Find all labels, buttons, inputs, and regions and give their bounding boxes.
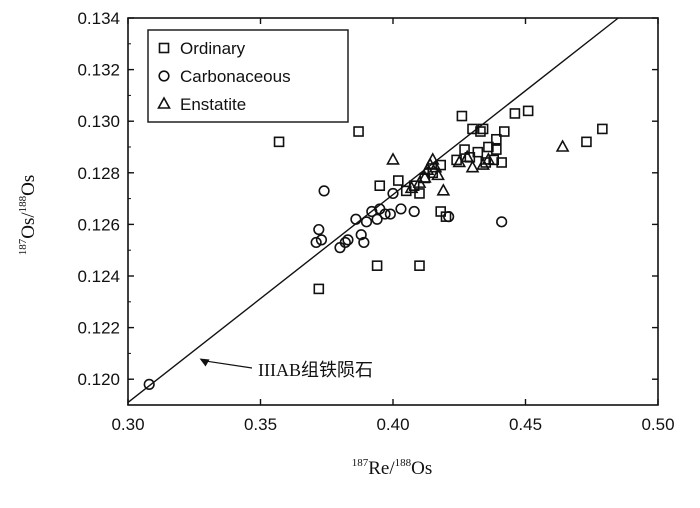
point-carbonaceous bbox=[350, 213, 362, 225]
point-ordinary bbox=[483, 141, 494, 153]
point-carbonaceous bbox=[443, 211, 455, 223]
legend-label-ordinary: Ordinary bbox=[180, 39, 246, 58]
y-tick-label: 0.130 bbox=[77, 112, 120, 131]
reference-line-group: IIIAB组铁陨石 bbox=[127, 17, 619, 403]
legend-label-carbonaceous: Carbonaceous bbox=[180, 67, 291, 86]
point-ordinary bbox=[371, 260, 383, 271]
point-carbonaceous bbox=[315, 234, 328, 246]
x-tick-label: 0.35 bbox=[244, 415, 277, 434]
y-tick-label: 0.134 bbox=[77, 9, 120, 28]
point-ordinary bbox=[509, 108, 521, 119]
y-tick-label: 0.120 bbox=[77, 370, 120, 389]
y-tick-label: 0.122 bbox=[77, 319, 120, 338]
point-ordinary bbox=[313, 283, 325, 295]
x-axis: 0.30 0.35 0.40 0.45 0.50 bbox=[111, 18, 675, 434]
point-carbonaceous bbox=[496, 216, 508, 228]
point-ordinary bbox=[435, 159, 447, 171]
reference-line-label: IIIAB组铁陨石 bbox=[258, 360, 373, 380]
point-enstatite bbox=[465, 159, 480, 173]
point-enstatite bbox=[428, 159, 443, 173]
point-ordinary bbox=[597, 123, 608, 135]
point-ordinary bbox=[472, 146, 484, 158]
point-carbonaceous bbox=[310, 236, 322, 249]
point-carbonaceous bbox=[360, 216, 373, 228]
annotation-leader bbox=[202, 359, 253, 369]
point-carbonaceous bbox=[355, 229, 367, 241]
point-carbonaceous bbox=[371, 213, 383, 225]
point-ordinary bbox=[498, 126, 510, 137]
point-ordinary bbox=[456, 110, 468, 122]
data-points bbox=[143, 105, 608, 390]
y-tick-label: 0.124 bbox=[77, 267, 120, 286]
point-carbonaceous bbox=[342, 234, 354, 246]
point-carbonaceous bbox=[408, 205, 420, 218]
legend: Ordinary Carbonaceous Enstatite bbox=[147, 29, 349, 123]
legend-label-enstatite: Enstatite bbox=[180, 95, 246, 114]
x-tick-label: 0.45 bbox=[509, 415, 542, 434]
point-ordinary bbox=[491, 133, 502, 145]
point-ordinary bbox=[414, 188, 425, 199]
point-carbonaceous bbox=[339, 236, 351, 249]
legend-marker-enstatite bbox=[157, 96, 171, 109]
point-carbonaceous bbox=[366, 205, 378, 218]
legend-marker-carbonaceous bbox=[158, 70, 170, 82]
point-carbonaceous bbox=[318, 185, 330, 197]
y-axis-label: 187Os/188Os bbox=[17, 175, 39, 256]
x-axis-label: 187Re/188Os bbox=[352, 457, 433, 479]
point-carbonaceous bbox=[313, 223, 325, 236]
point-carbonaceous bbox=[384, 208, 396, 220]
point-enstatite bbox=[555, 139, 570, 152]
x-tick-label: 0.40 bbox=[376, 415, 409, 434]
point-ordinary bbox=[581, 136, 592, 148]
point-enstatite bbox=[436, 183, 451, 196]
point-ordinary bbox=[491, 144, 502, 155]
point-ordinary bbox=[353, 126, 364, 137]
y-tick-label: 0.132 bbox=[77, 61, 120, 80]
point-ordinary bbox=[496, 157, 507, 168]
point-ordinary bbox=[392, 175, 404, 186]
point-ordinary bbox=[374, 180, 386, 191]
point-enstatite bbox=[386, 152, 400, 165]
point-carbonaceous bbox=[143, 378, 155, 390]
point-ordinary bbox=[475, 126, 486, 137]
point-carbonaceous bbox=[379, 208, 391, 220]
legend-marker-ordinary bbox=[158, 42, 170, 54]
point-enstatite bbox=[431, 167, 445, 181]
y-axis: 0.120 0.122 0.124 0.126 0.128 0.130 0.132 0.134 bbox=[77, 9, 658, 406]
point-ordinary bbox=[414, 260, 425, 271]
point-enstatite bbox=[481, 152, 496, 165]
y-tick-label: 0.128 bbox=[77, 164, 120, 183]
point-enstatite bbox=[417, 170, 432, 183]
point-ordinary bbox=[273, 136, 285, 148]
reference-line bbox=[127, 17, 619, 403]
point-enstatite bbox=[460, 149, 475, 163]
point-ordinary bbox=[522, 105, 534, 117]
point-carbonaceous bbox=[395, 203, 407, 215]
x-tick-label: 0.30 bbox=[111, 415, 144, 434]
x-tick-label: 0.50 bbox=[641, 415, 674, 434]
legend-box bbox=[147, 29, 349, 123]
y-tick-label: 0.126 bbox=[77, 215, 120, 234]
annotation-arrowhead bbox=[199, 358, 210, 367]
point-ordinary bbox=[459, 144, 470, 155]
point-carbonaceous bbox=[387, 187, 399, 200]
point-carbonaceous bbox=[358, 236, 370, 249]
